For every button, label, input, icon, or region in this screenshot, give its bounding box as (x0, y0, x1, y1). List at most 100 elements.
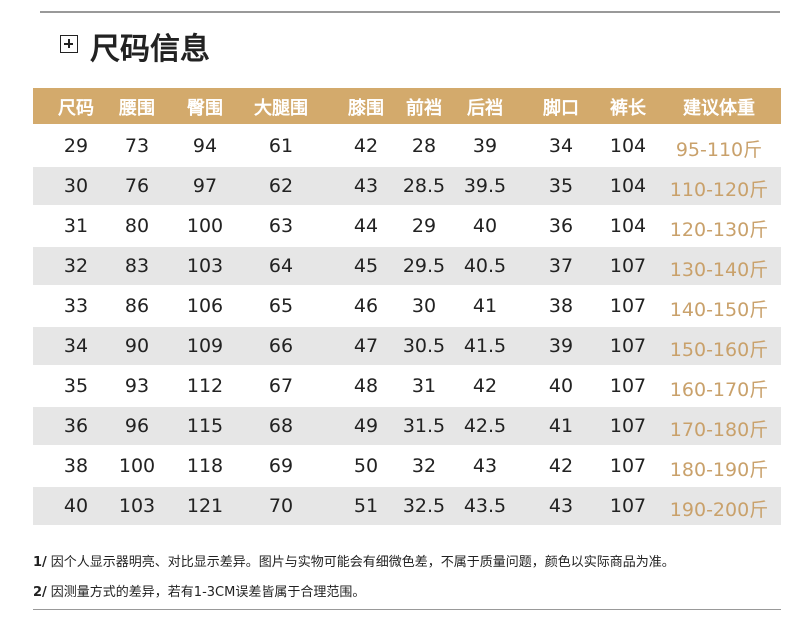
cell: 40 (548, 375, 574, 397)
cell: 121 (186, 495, 224, 517)
cell: 73 (124, 135, 150, 157)
cell: 51 (353, 495, 379, 517)
plus-icon (60, 35, 78, 53)
cell: 170-180斤 (669, 419, 769, 441)
cell: 30 (411, 295, 437, 317)
row-bg (33, 447, 781, 485)
cell: 103 (186, 255, 224, 277)
top-rule (40, 11, 780, 13)
row-bg (33, 407, 781, 445)
cell: 104 (609, 135, 647, 157)
cell: 76 (124, 175, 150, 197)
column-header: 膝围 (348, 98, 384, 119)
cell: 29 (411, 215, 437, 237)
cell: 107 (609, 295, 647, 317)
cell: 107 (609, 375, 647, 397)
cell: 107 (609, 255, 647, 277)
cell: 31.5 (402, 415, 446, 437)
cell: 34 (63, 335, 89, 357)
cell: 100 (186, 215, 224, 237)
cell: 43 (472, 455, 498, 477)
cell: 42 (548, 455, 574, 477)
cell: 32 (63, 255, 89, 277)
cell: 67 (268, 375, 294, 397)
column-header: 大腿围 (254, 98, 308, 119)
row-bg (33, 247, 781, 285)
cell: 80 (124, 215, 150, 237)
cell: 42.5 (463, 415, 507, 437)
cell: 35 (548, 175, 574, 197)
cell: 115 (186, 415, 224, 437)
cell: 97 (192, 175, 218, 197)
column-header: 前裆 (406, 98, 442, 119)
cell: 40.5 (463, 255, 507, 277)
note-number: 1/ (33, 555, 47, 570)
cell: 33 (63, 295, 89, 317)
cell: 62 (268, 175, 294, 197)
cell: 46 (353, 295, 379, 317)
cell: 29.5 (402, 255, 446, 277)
row-bg (33, 367, 781, 405)
cell: 41 (472, 295, 498, 317)
cell: 47 (353, 335, 379, 357)
cell: 112 (186, 375, 224, 397)
cell: 66 (268, 335, 294, 357)
cell: 90 (124, 335, 150, 357)
header-bar (33, 88, 781, 124)
cell: 100 (118, 455, 156, 477)
cell: 49 (353, 415, 379, 437)
cell: 44 (353, 215, 379, 237)
column-header: 裤长 (610, 98, 646, 119)
cell: 36 (548, 215, 574, 237)
note-text: 因测量方式的差异，若有1-3CM误差皆属于合理范围。 (50, 585, 366, 600)
row-bg (33, 487, 781, 525)
cell: 41.5 (463, 335, 507, 357)
cell: 160-170斤 (669, 379, 769, 401)
cell: 28 (411, 135, 437, 157)
cell: 107 (609, 415, 647, 437)
row-bg (33, 127, 781, 165)
cell: 104 (609, 175, 647, 197)
cell: 103 (118, 495, 156, 517)
cell: 63 (268, 215, 294, 237)
cell: 39 (472, 135, 498, 157)
cell: 83 (124, 255, 150, 277)
cell: 29 (63, 135, 89, 157)
cell: 42 (353, 135, 379, 157)
cell: 37 (548, 255, 574, 277)
cell: 93 (124, 375, 150, 397)
cell: 35 (63, 375, 89, 397)
cell: 38 (63, 455, 89, 477)
cell: 32 (411, 455, 437, 477)
cell: 36 (63, 415, 89, 437)
column-header: 尺码 (58, 98, 94, 119)
cell: 65 (268, 295, 294, 317)
cell: 30 (63, 175, 89, 197)
cell: 43.5 (463, 495, 507, 517)
row-bg (33, 327, 781, 365)
cell: 61 (268, 135, 294, 157)
note-text: 因个人显示器明亮、对比显示差异。图片与实物可能会有细微色差，不属于质量问题，颜色… (50, 555, 675, 570)
cell: 107 (609, 495, 647, 517)
cell: 190-200斤 (669, 499, 769, 521)
cell: 31 (411, 375, 437, 397)
column-header: 建议体重 (683, 98, 755, 119)
column-header: 臀围 (187, 98, 223, 119)
note: 2/因测量方式的差异，若有1-3CM误差皆属于合理范围。 (33, 581, 365, 600)
note-number: 2/ (33, 585, 47, 600)
cell: 86 (124, 295, 150, 317)
column-header: 腰围 (119, 98, 155, 119)
cell: 70 (268, 495, 294, 517)
cell: 64 (268, 255, 294, 277)
cell: 40 (63, 495, 89, 517)
cell: 109 (186, 335, 224, 357)
cell: 107 (609, 335, 647, 357)
cell: 130-140斤 (669, 259, 769, 281)
title: 尺码信息 (90, 32, 210, 67)
cell: 42 (472, 375, 498, 397)
cell: 43 (353, 175, 379, 197)
column-header: 后裆 (467, 98, 503, 119)
cell: 39.5 (463, 175, 507, 197)
bottom-rule (33, 609, 781, 610)
